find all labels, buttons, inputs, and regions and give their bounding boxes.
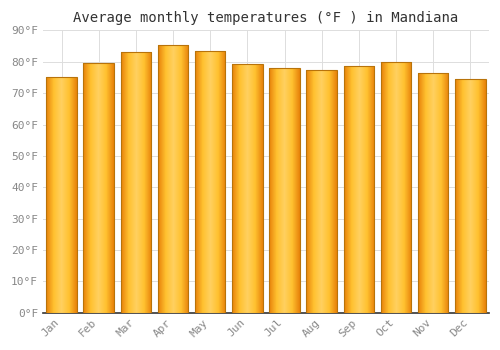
Bar [418,74,448,313]
Bar [46,77,77,313]
Bar [158,45,188,313]
Bar [232,64,262,313]
Bar [344,66,374,313]
Bar [381,62,411,313]
Bar [306,70,337,313]
Bar [455,79,486,313]
Bar [120,52,151,313]
Bar [270,68,300,313]
Bar [84,63,114,313]
Title: Average monthly temperatures (°F ) in Mandiana: Average monthly temperatures (°F ) in Ma… [74,11,458,25]
Bar [195,51,226,313]
